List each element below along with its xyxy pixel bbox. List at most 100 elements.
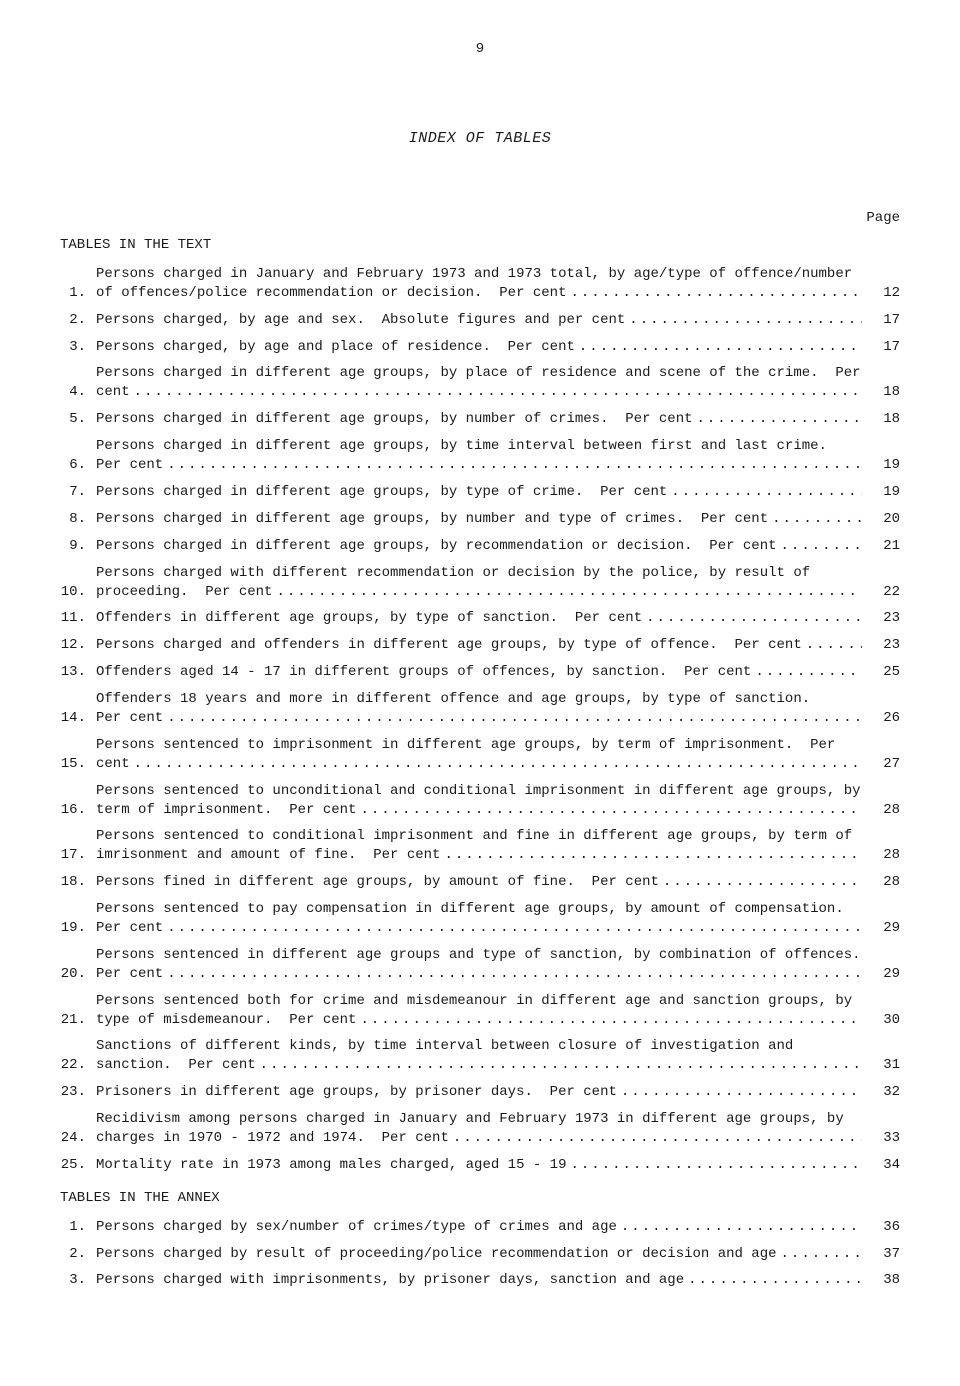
entry-text: term of imprisonment. Per cent [96,801,356,820]
entry-line: Persons charged, by age and place of res… [96,338,862,357]
index-entry: 15.Persons sentenced to imprisonment in … [60,736,900,774]
entry-body: Persons sentenced to pay compensation in… [96,900,862,938]
page-column-header: Page [60,209,900,228]
entry-line: Persons charged in different age groups,… [96,364,862,383]
entry-line: Recidivism among persons charged in Janu… [96,1110,862,1129]
index-entry: 10.Persons charged with different recomm… [60,564,900,602]
entry-text: Per cent [96,919,163,938]
entry-line: Persons charged in January and February … [96,265,862,284]
entry-text: type of misdemeanour. Per cent [96,1011,356,1030]
dot-leader [130,755,862,774]
index-entry: 7.Persons charged in different age group… [60,483,900,502]
entry-text: charges in 1970 - 1972 and 1974. Per cen… [96,1129,449,1148]
tables-in-text-list: 1.Persons charged in January and Februar… [60,265,900,1175]
entry-number: 7. [60,483,96,502]
dot-leader [356,801,862,820]
entry-page: 23 [862,609,900,628]
entry-body: Persons sentenced both for crime and mis… [96,992,862,1030]
entry-body: Persons charged in January and February … [96,265,862,303]
index-entry: 5.Persons charged in different age group… [60,410,900,429]
index-entry: 6.Persons charged in different age group… [60,437,900,475]
entry-page: 38 [862,1271,900,1290]
entry-line: Persons charged with imprisonments, by p… [96,1271,862,1290]
entry-number: 18. [60,873,96,892]
entry-line: Persons charged by result of proceeding/… [96,1245,862,1264]
entry-number: 15. [60,755,96,774]
dot-leader [272,583,862,602]
page-number: 9 [60,40,900,59]
entry-number: 22. [60,1056,96,1075]
entry-line: type of misdemeanour. Per cent [96,1011,862,1030]
entry-body: Persons sentenced to imprisonment in dif… [96,736,862,774]
entry-body: Persons sentenced in different age group… [96,946,862,984]
index-entry: 2.Persons charged by result of proceedin… [60,1245,900,1264]
entry-number: 2. [60,1245,96,1264]
dot-leader [667,483,862,502]
entry-number: 3. [60,338,96,357]
dot-leader [777,537,862,556]
entry-body: Offenders in different age groups, by ty… [96,609,862,628]
entry-line: of offences/police recommendation or dec… [96,284,862,303]
entry-number: 8. [60,510,96,529]
entry-line: Offenders aged 14 - 17 in different grou… [96,663,862,682]
entry-page: 18 [862,383,900,402]
entry-text: Per cent [96,709,163,728]
entry-page: 26 [862,709,900,728]
entry-body: Persons charged by sex/number of crimes/… [96,1218,862,1237]
entry-number: 3. [60,1271,96,1290]
entry-line: Per cent [96,456,862,475]
dot-leader [566,284,862,303]
dot-leader [693,410,863,429]
entry-number: 19. [60,919,96,938]
entry-text: of offences/police recommendation or dec… [96,284,566,303]
entry-text: Persons charged in different age groups,… [96,483,667,502]
dot-leader [642,609,862,628]
entry-number: 23. [60,1083,96,1102]
section-heading-annex: TABLES IN THE ANNEX [60,1189,900,1208]
entry-line: Offenders in different age groups, by ty… [96,609,862,628]
entry-body: Persons charged in different age groups,… [96,437,862,475]
entry-text: Persons charged in different age groups,… [96,364,861,383]
entry-line: Per cent [96,965,862,984]
entry-page: 37 [862,1245,900,1264]
dot-leader [256,1056,862,1075]
entry-text: Offenders in different age groups, by ty… [96,609,642,628]
dot-leader [684,1271,862,1290]
entry-body: Persons charged in different age groups,… [96,483,862,502]
index-entry: 8.Persons charged in different age group… [60,510,900,529]
entry-text: cent [96,755,130,774]
entry-text: Persons charged by result of proceeding/… [96,1245,777,1264]
index-entry: 24.Recidivism among persons charged in J… [60,1110,900,1148]
entry-body: Recidivism among persons charged in Janu… [96,1110,862,1148]
index-entry: 19.Persons sentenced to pay compensation… [60,900,900,938]
entry-page: 34 [862,1156,900,1175]
entry-text: Persons charged, by age and sex. Absolut… [96,311,625,330]
index-entry: 9.Persons charged in different age group… [60,537,900,556]
dot-leader [575,338,862,357]
entry-page: 18 [862,410,900,429]
section-heading-text: TABLES IN THE TEXT [60,236,900,255]
entry-line: Persons sentenced to pay compensation in… [96,900,862,919]
index-entry: 4.Persons charged in different age group… [60,364,900,402]
dot-leader [130,383,862,402]
entry-body: Persons charged in different age groups,… [96,410,862,429]
dot-leader [751,663,862,682]
entry-text: Persons sentenced to pay compensation in… [96,900,844,919]
index-entry: 12.Persons charged and offenders in diff… [60,636,900,655]
index-entry: 3.Persons charged with imprisonments, by… [60,1271,900,1290]
entry-number: 1. [60,284,96,303]
entry-number: 20. [60,965,96,984]
entry-line: Persons charged in different age groups,… [96,437,862,456]
entry-page: 29 [862,965,900,984]
entry-number: 5. [60,410,96,429]
entry-page: 21 [862,537,900,556]
entry-page: 22 [862,583,900,602]
entry-page: 28 [862,846,900,865]
entry-page: 25 [862,663,900,682]
entry-number: 13. [60,663,96,682]
index-entry: 18.Persons fined in different age groups… [60,873,900,892]
dot-leader [449,1129,862,1148]
dot-leader [768,510,862,529]
entry-line: Persons charged, by age and sex. Absolut… [96,311,862,330]
entry-text: Per cent [96,965,163,984]
